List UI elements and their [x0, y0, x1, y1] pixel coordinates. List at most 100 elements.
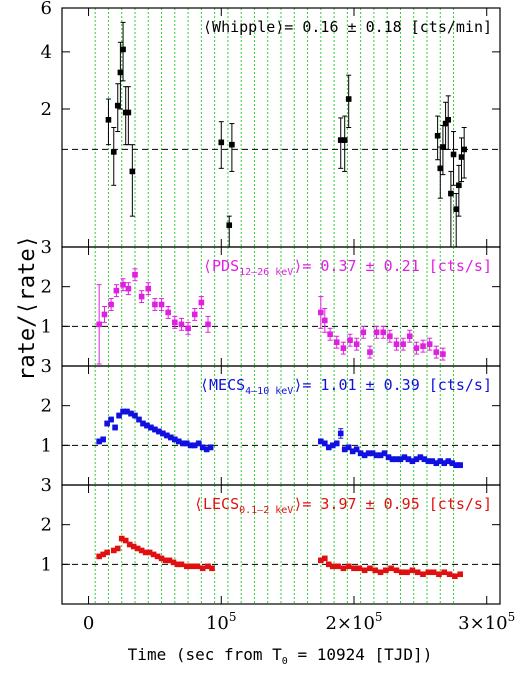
data-point [144, 422, 150, 429]
data-point [437, 165, 444, 172]
data-point [365, 450, 372, 457]
data-point [453, 206, 459, 213]
data-point [125, 109, 132, 116]
y-tick-label: 1 [41, 316, 52, 337]
data-point [417, 454, 424, 461]
y-tick-label: 3 [41, 475, 52, 496]
panels-group: 2 4 6 ⟨Whipple⟩= 0.16 ± 0.18 [cts/min] 1 2 3 ⟨P… [41, 0, 501, 605]
panel-whipple: 2 4 6 ⟨Whipple⟩= 0.16 ± 0.18 [cts/min] [41, 0, 501, 248]
data-point [132, 412, 138, 419]
data-point [145, 285, 152, 292]
data-point [388, 565, 394, 572]
data-point [361, 567, 368, 574]
data-point [162, 557, 169, 564]
data-point [110, 547, 117, 554]
data-point [430, 569, 437, 576]
panel-label: ⟨PDS12–26 keV⟩= 0.37 ± 0.21 [cts/s] [203, 257, 492, 278]
data-point [322, 317, 328, 324]
data-point [156, 428, 162, 435]
data-point [434, 132, 441, 139]
data-point [329, 563, 336, 570]
y-tick-label: 2 [41, 99, 52, 120]
x-tick-label: 0 [83, 613, 94, 634]
data-point [172, 319, 178, 326]
data-point [409, 458, 416, 464]
panel-label: ⟨Whipple⟩= 0.16 ± 0.18 [cts/min] [203, 18, 492, 36]
panel-lecs: 1 2 3 ⟨LECS0.1–2 keV⟩= 3.97 ± 0.95 [cts/s] [41, 475, 501, 605]
data-point [108, 416, 114, 423]
data-point [393, 341, 400, 347]
data-point [400, 341, 406, 347]
data-point [114, 545, 121, 552]
data-point [191, 442, 198, 449]
data-point [226, 222, 233, 228]
data-point [448, 190, 454, 197]
data-point [413, 456, 420, 463]
data-point [110, 149, 117, 155]
data-point [373, 329, 380, 336]
data-point [393, 567, 400, 574]
data-point [429, 458, 436, 464]
data-point [185, 325, 191, 332]
data-point [164, 432, 170, 439]
data-point [189, 563, 195, 570]
data-point [441, 460, 448, 466]
data-point [345, 444, 352, 451]
data-point [413, 345, 420, 351]
y-tick-label: 2 [41, 277, 52, 298]
data-point [441, 569, 448, 576]
data-point [420, 571, 426, 578]
data-point [124, 408, 130, 415]
data-point [199, 565, 206, 572]
data-point [136, 416, 142, 423]
data-point [356, 565, 363, 572]
data-point [367, 349, 373, 355]
data-point [340, 565, 347, 572]
data-point [322, 440, 328, 447]
data-point [122, 537, 129, 544]
data-point [347, 337, 353, 344]
data-point [104, 420, 110, 427]
panel-label: ⟨LECS0.1–2 keV⟩= 3.97 ± 0.95 [cts/s] [194, 495, 492, 516]
panel-mecs: 1 2 3 ⟨MECS4–10 keV⟩= 1.01 ± 0.39 [cts/s] [41, 356, 501, 486]
data-point [353, 446, 360, 453]
panel-pds: 1 2 3 ⟨PDS12–26 keV⟩= 0.37 ± 0.21 [cts/s] [41, 237, 501, 367]
data-point [174, 561, 181, 568]
data-point [187, 442, 194, 449]
y-tick-label: 3 [41, 356, 52, 377]
data-point [449, 460, 456, 466]
data-point [178, 321, 185, 328]
data-point [105, 116, 112, 123]
data-point [345, 563, 352, 570]
data-point [118, 535, 125, 542]
data-point [369, 450, 376, 457]
data-point [113, 287, 120, 294]
data-point [361, 452, 368, 459]
data-point [218, 139, 225, 146]
data-point [176, 438, 182, 445]
data-point [337, 430, 344, 437]
data-point [101, 311, 108, 318]
data-point [100, 436, 106, 443]
data-point [152, 426, 158, 433]
data-point [442, 120, 449, 127]
data-point [440, 144, 446, 150]
data-point [142, 549, 149, 556]
data-point [351, 565, 357, 572]
data-point [178, 561, 185, 568]
data-point [377, 569, 384, 576]
data-point [381, 450, 388, 457]
data-point [191, 311, 198, 318]
data-point [457, 571, 463, 578]
data-point [373, 452, 380, 459]
data-point [120, 408, 126, 415]
data-point [421, 456, 428, 463]
data-point [397, 456, 404, 463]
data-point [205, 563, 211, 570]
data-point [409, 567, 416, 574]
data-point [325, 561, 332, 568]
data-point [333, 440, 340, 447]
data-point [96, 553, 102, 560]
data-point [154, 553, 161, 560]
panel-frame [61, 484, 501, 605]
